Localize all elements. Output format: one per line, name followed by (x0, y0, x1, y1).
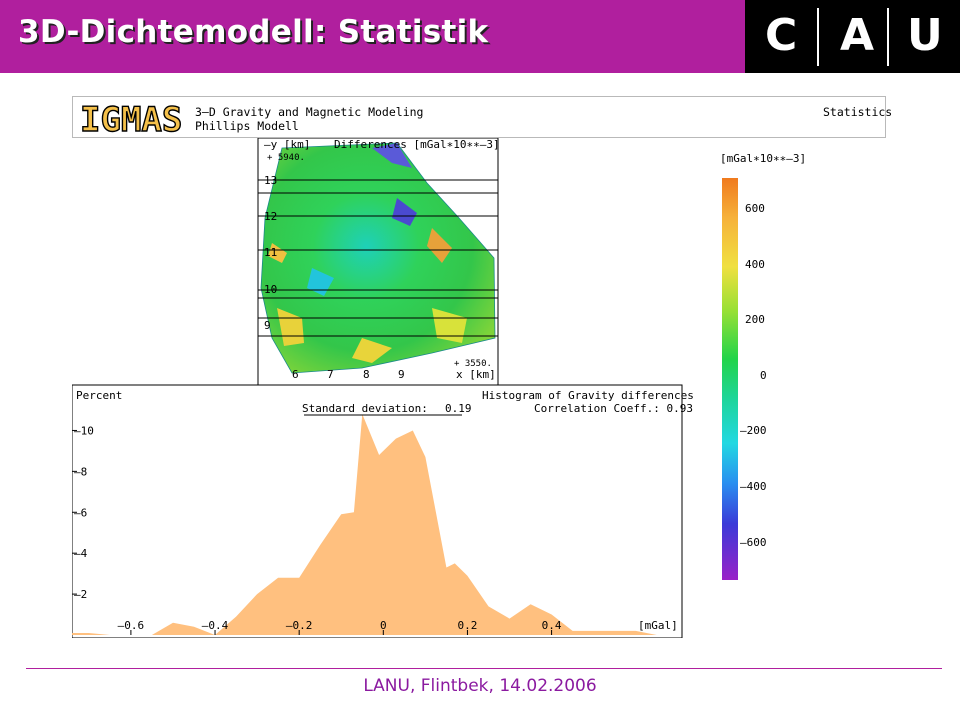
colorbar-tick: 200 (745, 313, 765, 326)
map-low-zone (372, 143, 412, 168)
map-x-tick: 8 (363, 368, 370, 381)
histogram-y-tick-label: —8 (74, 465, 87, 478)
map-high-zone (427, 228, 452, 263)
colorbar-tick: —400 (740, 480, 767, 493)
map-y-tick: 11 (264, 246, 277, 259)
map-high-zone (352, 338, 392, 363)
colorbar-tick: 600 (745, 202, 765, 215)
histogram-y-tick-label: —6 (74, 506, 87, 519)
map-y-tick: 9 (264, 319, 271, 332)
histogram-x-tick-label: 0.4 (542, 619, 562, 632)
histogram-x-tick-label: —0.6 (118, 619, 144, 632)
histogram-std-label: Standard deviation: (302, 402, 428, 415)
histogram-x-ticks: —0.6 —0.4 —0.2 0 0.2 0.4 (118, 619, 562, 635)
footer-divider (26, 668, 942, 669)
igmas-logo-text: IGMAS (80, 100, 182, 139)
igmas-line-1: 3—D Gravity and Magnetic Modeling (195, 105, 424, 119)
map-title: Differences [mGal∗10∗∗—3] (334, 138, 500, 151)
colorbar-tick: 400 (745, 258, 765, 271)
igmas-line-2: Phillips Modell (195, 119, 299, 133)
map-corner-top: + 5940. (267, 153, 305, 163)
histogram-correlation: Correlation Coeff.: 0.93 (534, 402, 693, 415)
igmas-mode: Statistics (823, 105, 893, 119)
map-x-tick: 6 (292, 368, 299, 381)
colorbar-unit: [mGal∗10∗∗—3] (720, 152, 806, 165)
map-y-tick: 12 (264, 210, 277, 223)
map-x-tick: 9 (398, 368, 405, 381)
histogram-chart: Percent Histogram of Gravity differences… (72, 384, 694, 638)
map-high-zone (432, 308, 467, 343)
logo-divider (817, 8, 819, 66)
colorbar-tick: —600 (740, 536, 767, 549)
slide-header: 3D-Dichtemodell: Statistik C A U (0, 0, 960, 73)
map-x-axis-label: x [km] (456, 368, 496, 381)
map-low-zone (392, 198, 417, 226)
igmas-plots: —y [km] Differences [mGal∗10∗∗—3] + 5940… (72, 138, 806, 638)
histogram-title: Histogram of Gravity differences (482, 389, 694, 402)
histogram-x-unit: [mGal] (638, 619, 678, 632)
slide-footer: LANU, Flintbek, 14.02.2006 (363, 676, 597, 696)
colorbar-tick: —200 (740, 424, 767, 437)
map-x-tick: 7 (327, 368, 334, 381)
histogram-x-tick-label: 0.2 (458, 619, 478, 632)
histogram-y-tick-label: —2 (74, 588, 87, 601)
histogram-y-label: Percent (76, 389, 122, 402)
map-high-zone (268, 243, 287, 263)
histogram-std-value: 0.19 (445, 402, 472, 415)
map-grid-lines (258, 179, 498, 337)
histogram-area (72, 414, 682, 635)
map-y-axis-label: —y [km] (264, 138, 310, 151)
difference-map: —y [km] Differences [mGal∗10∗∗—3] + 5940… (257, 138, 500, 386)
map-y-tick: 10 (264, 283, 277, 296)
logo-letter-u: U (907, 10, 943, 61)
igmas-figure: IGMAS 3—D Gravity and Magnetic Modeling … (72, 96, 892, 638)
map-low-zone (307, 268, 334, 296)
colorbar-tick: 0 (760, 369, 767, 382)
histogram-x-tick-label: —0.2 (286, 619, 313, 632)
igmas-header-bar: IGMAS 3—D Gravity and Magnetic Modeling … (72, 96, 892, 139)
igmas-logo: IGMAS (79, 99, 183, 139)
histogram-y-tick-label: —4 (74, 547, 88, 560)
histogram-x-tick-label: —0.4 (202, 619, 229, 632)
cau-logo: C A U (745, 0, 960, 73)
map-y-tick: 13 (264, 174, 277, 187)
map-corner-bottom: + 3550. (454, 359, 492, 369)
histogram-x-tick-label: 0 (380, 619, 387, 632)
histogram-y-tick-label: —10 (74, 424, 94, 437)
logo-divider (887, 8, 889, 66)
slide-title: 3D-Dichtemodell: Statistik (18, 14, 489, 50)
colorbar: [mGal∗10∗∗—3] 600 400 200 0 —200 —400 —6… (720, 152, 806, 580)
logo-letter-c: C (765, 10, 798, 61)
colorbar-scale (722, 178, 738, 580)
logo-letter-a: A (840, 10, 875, 61)
histogram-y-ticks: —10 —8 —6 —4 —2 (72, 424, 94, 601)
